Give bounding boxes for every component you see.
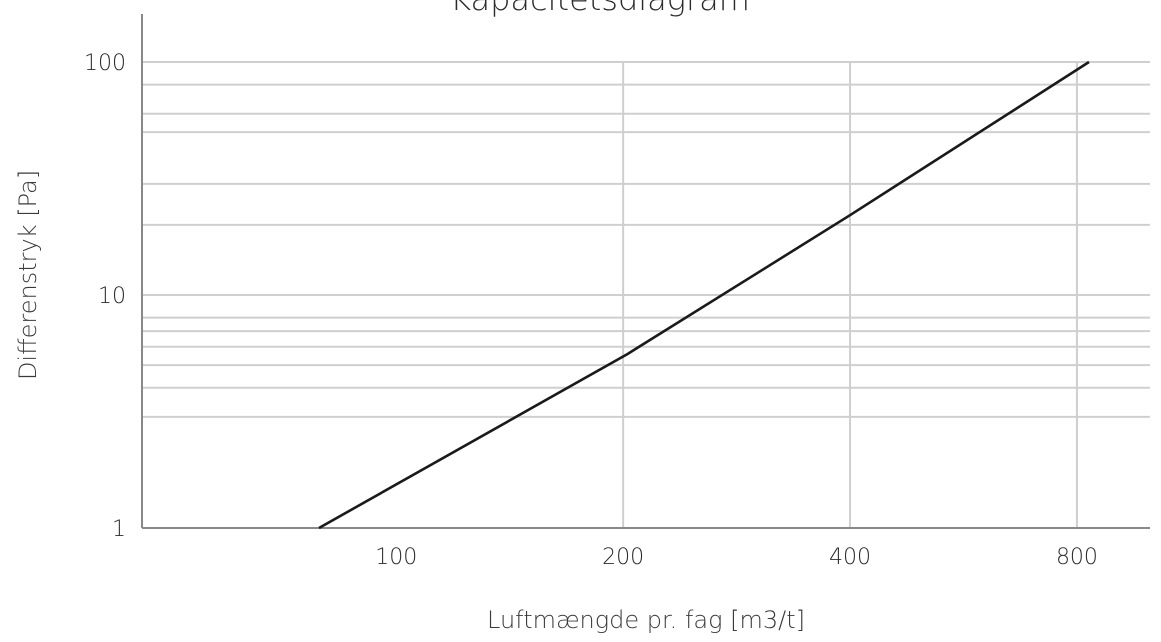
y-tick-label: 100 xyxy=(84,51,126,76)
x-tick-label: 100 xyxy=(375,545,417,570)
y-axis-label: Differenstryk [Pa] xyxy=(14,170,42,380)
grid-layer xyxy=(142,61,1150,528)
tick-layer: 100 200 400 800 1 10 100 xyxy=(84,51,1098,570)
series-layer xyxy=(318,60,1090,530)
y-tick-label: 10 xyxy=(98,284,126,309)
series-line xyxy=(318,60,1090,530)
x-tick-label: 800 xyxy=(1056,545,1098,570)
chart-title: Kapacitetsdiagram xyxy=(450,0,750,18)
x-tick-label: 200 xyxy=(602,545,644,570)
x-axis-label: Luftmængde pr. fag [m3/t] xyxy=(487,606,805,634)
y-tick-label: 1 xyxy=(112,517,126,542)
x-tick-label: 400 xyxy=(829,545,871,570)
